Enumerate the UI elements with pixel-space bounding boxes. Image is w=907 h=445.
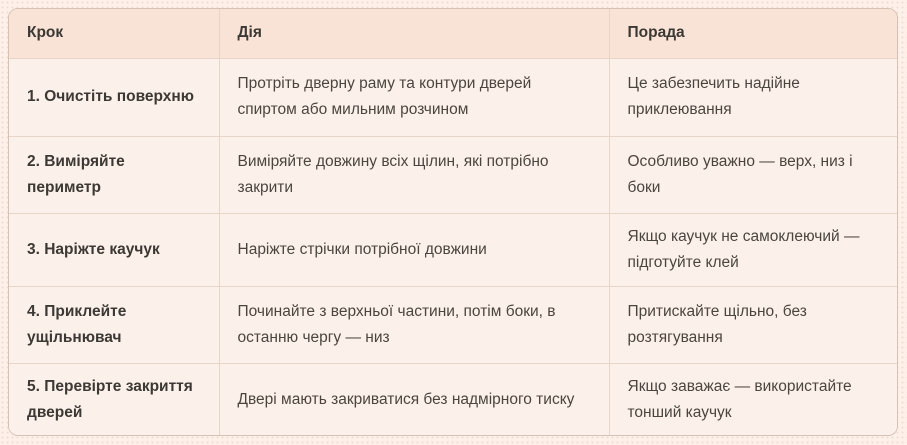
column-header-step: Крок bbox=[9, 9, 220, 58]
step-cell: 4. Приклейте ущільнювач bbox=[9, 286, 220, 363]
door-seal-steps-table: Крок Дія Порада 1. Очистіть поверхню Про… bbox=[9, 9, 897, 435]
table-row: 2. Виміряйте периметр Виміряйте довжину … bbox=[9, 136, 897, 213]
tip-cell: Притискайте щільно, без розтягування bbox=[627, 302, 807, 346]
tip-cell: Особливо уважно — верх, низ і боки bbox=[627, 152, 853, 196]
action-cell: Починайте з верхньої частини, потім боки… bbox=[219, 286, 610, 363]
table-header-row: Крок Дія Порада bbox=[9, 9, 897, 58]
step-cell: 1. Очистіть поверхню bbox=[9, 58, 220, 136]
table-row: 1. Очистіть поверхню Протріть дверну рам… bbox=[9, 58, 897, 136]
instructions-table-container: Крок Дія Порада 1. Очистіть поверхню Про… bbox=[8, 8, 898, 436]
tip-cell: Якщо заважає — використайте тонший каучу… bbox=[627, 378, 852, 422]
action-cell: Наріжте стрічки потрібної довжини bbox=[219, 213, 610, 286]
table-row: 4. Приклейте ущільнювач Починайте з верх… bbox=[9, 286, 897, 363]
table-row: 5. Перевірте закриття дверей Двері мають… bbox=[9, 363, 897, 435]
column-header-action: Дія bbox=[219, 9, 610, 58]
action-cell: Протріть дверну раму та контури дверей с… bbox=[219, 58, 610, 136]
action-cell: Виміряйте довжину всіх щілин, які потріб… bbox=[219, 136, 610, 213]
step-cell: 3. Наріжте каучук bbox=[9, 213, 220, 286]
action-cell: Двері мають закриватися без надмірного т… bbox=[219, 363, 610, 435]
column-header-tip: Порада bbox=[627, 24, 685, 42]
step-cell: 2. Виміряйте периметр bbox=[9, 136, 220, 213]
step-cell: 5. Перевірте закриття дверей bbox=[9, 363, 220, 435]
tip-cell: Це забезпечить надійне приклеювання bbox=[627, 75, 800, 118]
tip-cell: Якщо каучук не самоклеючий — підготуйте … bbox=[627, 227, 860, 271]
table-row: 3. Наріжте каучук Наріжте стрічки потріб… bbox=[9, 213, 897, 286]
